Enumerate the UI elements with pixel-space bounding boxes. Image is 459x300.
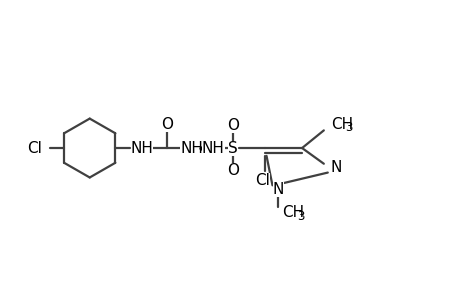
Text: NH: NH [202, 140, 224, 155]
Text: NH: NH [179, 140, 202, 155]
Text: CH: CH [330, 117, 352, 132]
Text: Cl: Cl [28, 140, 42, 155]
Text: S: S [228, 140, 237, 155]
Text: N: N [330, 160, 341, 175]
Text: N: N [272, 182, 284, 197]
Text: 3: 3 [345, 121, 352, 134]
Text: CH: CH [282, 205, 304, 220]
Text: O: O [160, 117, 173, 132]
Text: Cl: Cl [255, 173, 269, 188]
Text: O: O [226, 163, 238, 178]
Text: 3: 3 [297, 210, 304, 223]
Text: NH: NH [130, 140, 153, 155]
Text: O: O [226, 118, 238, 133]
